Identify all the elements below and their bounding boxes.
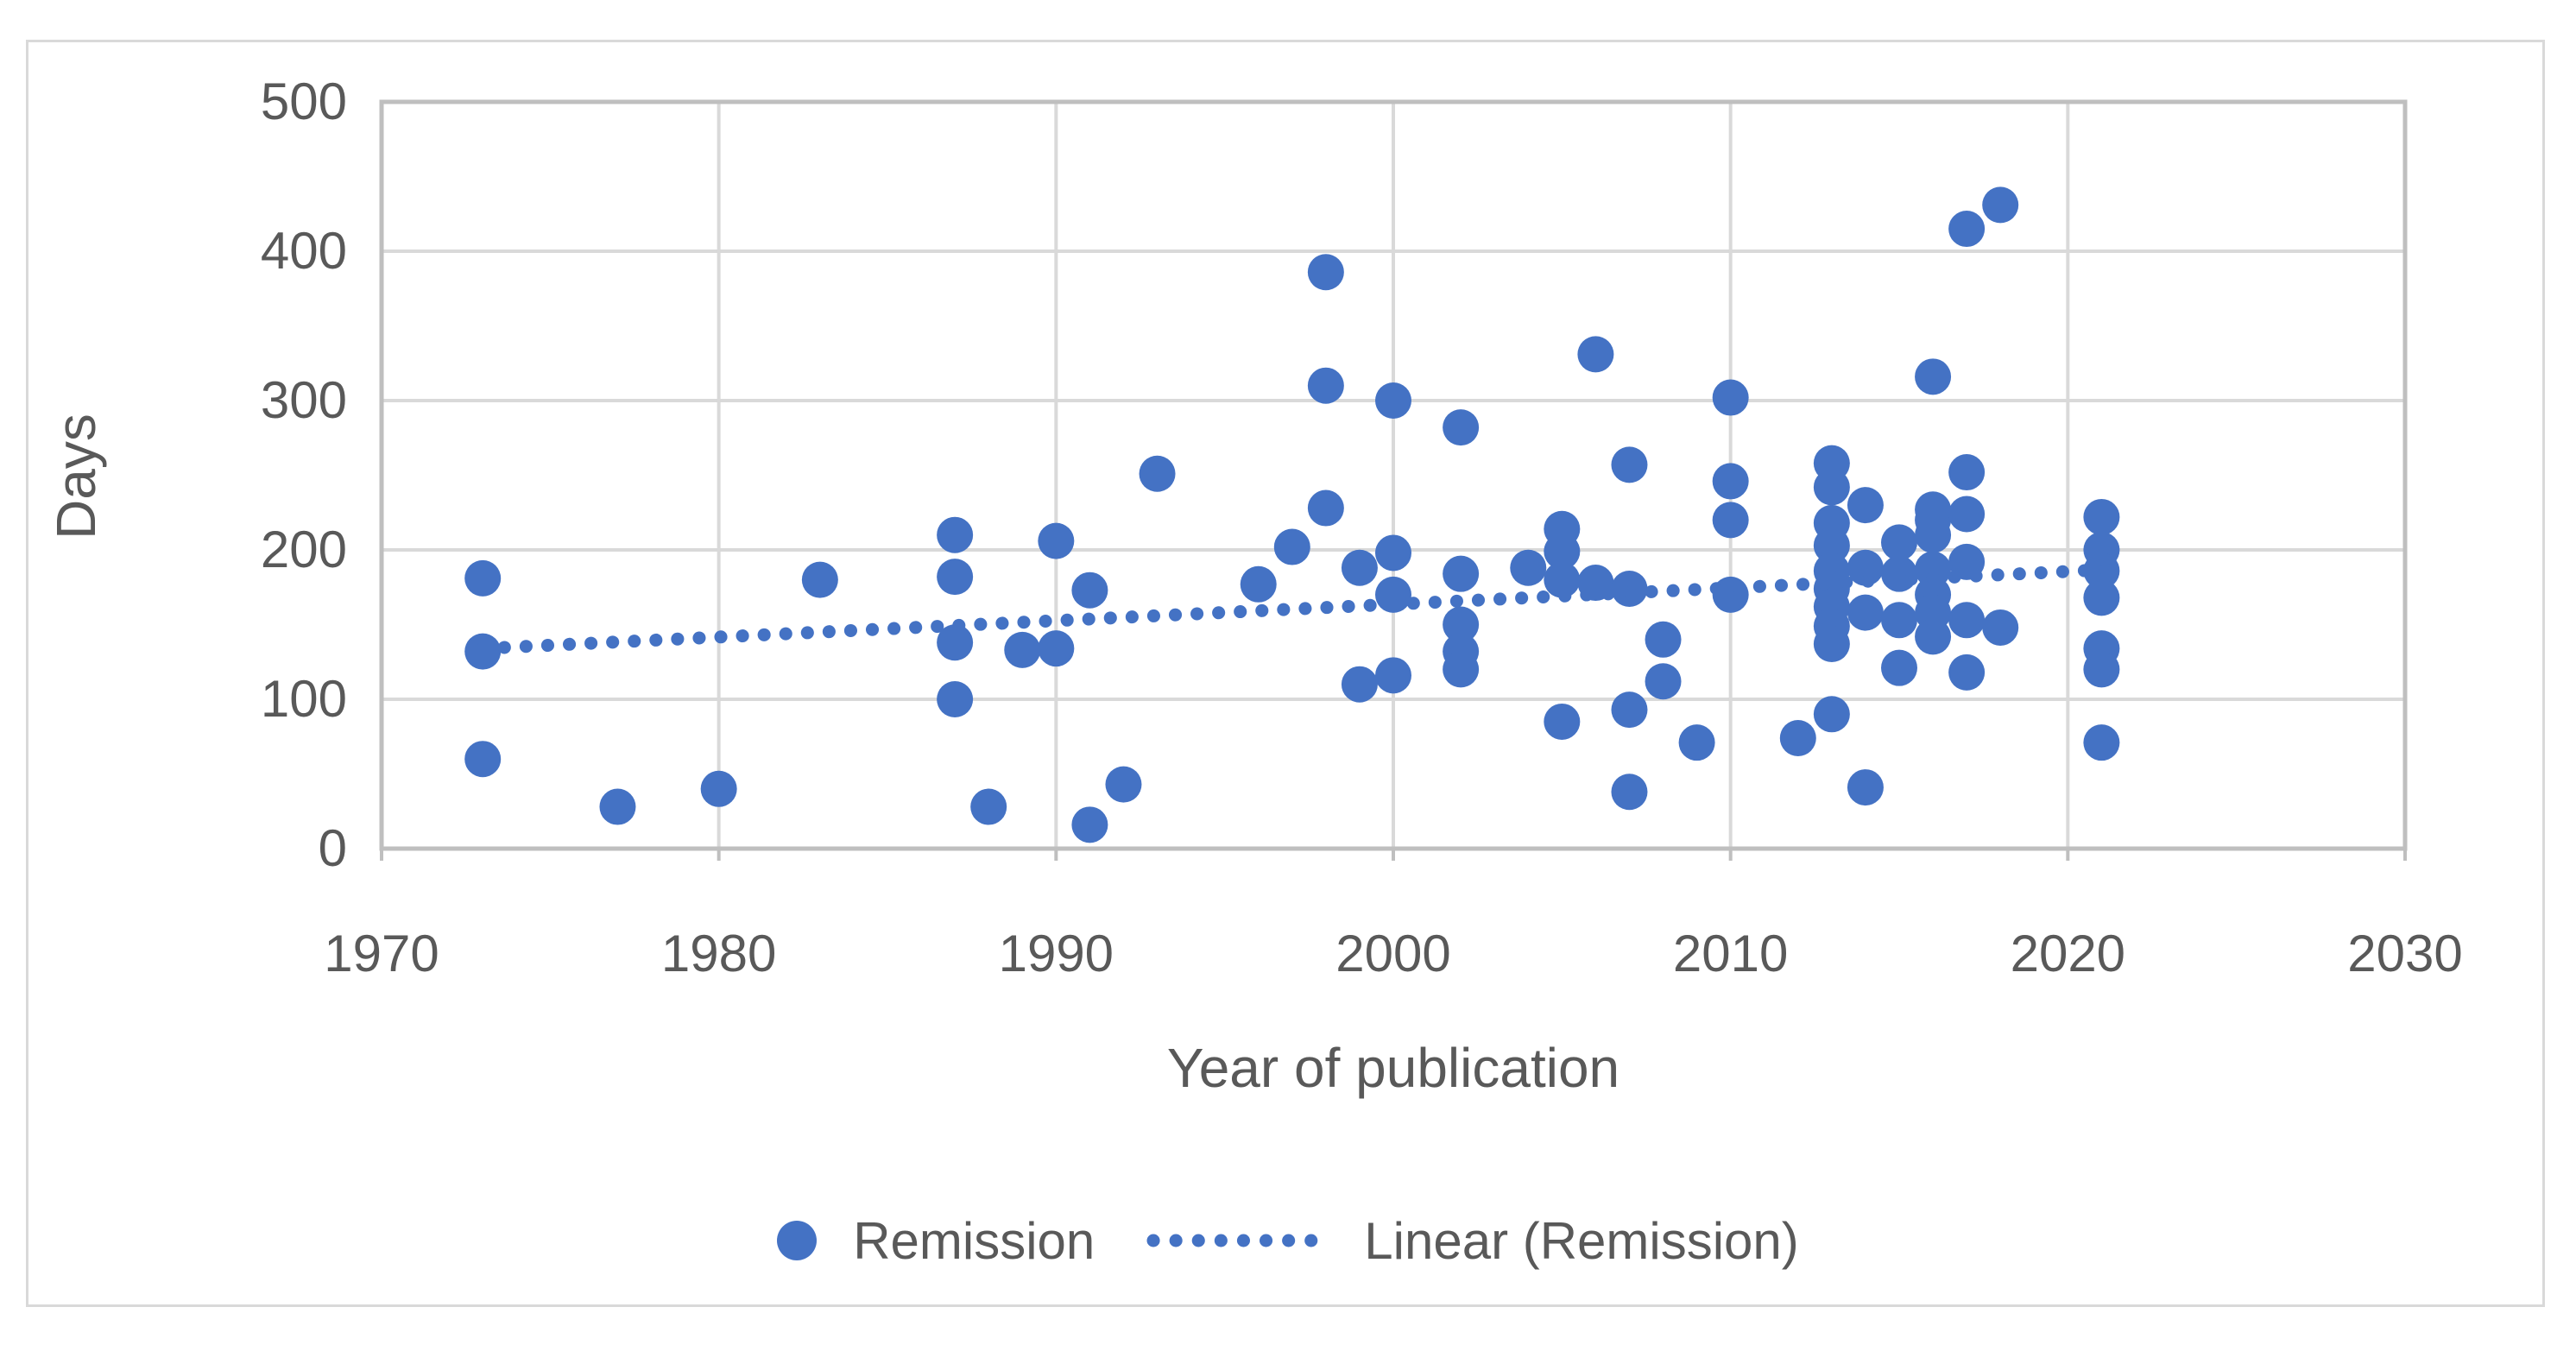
- scatter-point: [1982, 609, 2019, 646]
- scatter-point: [2083, 579, 2120, 616]
- legend-item-linear: Linear (Remission): [1146, 1211, 1799, 1271]
- x-tick-label: 1990: [998, 925, 1114, 982]
- scatter-point: [1915, 618, 1952, 655]
- x-tick-label: 2020: [2010, 925, 2126, 982]
- x-tick-label: 2000: [1335, 925, 1451, 982]
- trendline: [476, 562, 2118, 655]
- scatter-point: [1847, 769, 1884, 806]
- scatter-point: [937, 624, 974, 661]
- scatter-point: [970, 788, 1007, 825]
- scatter-point: [1948, 454, 1986, 491]
- y-tick-label: 300: [260, 371, 347, 429]
- scatter-point: [1240, 565, 1277, 603]
- scatter-point: [1948, 602, 1986, 639]
- scatter-point: [1813, 527, 1850, 564]
- scatter-point: [2083, 498, 2120, 535]
- scatter-point: [1712, 463, 1749, 500]
- scatter-point: [1510, 549, 1547, 586]
- scatter-point: [1544, 533, 1581, 570]
- scatter-marker-icon: [777, 1221, 818, 1260]
- legend-label-remission: Remission: [853, 1211, 1095, 1270]
- scatter-point: [1915, 358, 1952, 395]
- scatter-point: [1948, 654, 1986, 691]
- scatter-point: [1948, 496, 1986, 533]
- scatter-point: [1948, 211, 1986, 248]
- scatter-point: [1375, 576, 1411, 613]
- y-tick-label: 0: [318, 819, 347, 877]
- scatter-point: [1847, 487, 1884, 524]
- legend-label-linear: Linear (Remission): [1364, 1211, 1799, 1270]
- scatter-point: [1915, 516, 1952, 553]
- scatter-point: [1544, 561, 1581, 598]
- scatter-point: [1443, 555, 1480, 592]
- scatter-point: [464, 559, 502, 597]
- scatter-point: [1813, 696, 1850, 733]
- scatter-point: [1881, 524, 1917, 561]
- scatter-point: [1577, 336, 1614, 373]
- scatter-point: [1375, 534, 1411, 571]
- scatter-point: [1004, 631, 1041, 668]
- scatter-point: [700, 770, 737, 807]
- y-tick-label: 100: [260, 670, 347, 728]
- scatter-point: [1712, 379, 1749, 416]
- x-tick-label: 1980: [660, 925, 777, 982]
- scatter-point: [1779, 719, 1816, 756]
- scatter-point: [1443, 651, 1480, 688]
- dotted-line-icon: [1146, 1234, 1328, 1247]
- x-tick-label: 2030: [2347, 925, 2463, 982]
- scatter-point: [1813, 625, 1850, 662]
- scatter-point: [937, 681, 974, 717]
- scatter-point: [1544, 703, 1581, 740]
- scatter-point: [1443, 606, 1480, 643]
- scatter-point: [1105, 766, 1142, 803]
- scatter-point: [1071, 806, 1108, 843]
- scatter-point: [464, 741, 502, 778]
- legend: Remission Linear (Remission): [0, 1202, 2576, 1279]
- scatter-point: [1881, 602, 1917, 639]
- scatter-point: [1645, 621, 1682, 658]
- scatter-point: [599, 788, 636, 825]
- scatter-point: [1139, 455, 1176, 492]
- scatter-point: [2083, 724, 2120, 761]
- scatter-point: [1443, 409, 1480, 446]
- scatter-point: [1881, 649, 1917, 686]
- x-axis-title: Year of publication: [1166, 1037, 1620, 1099]
- scatter-point: [1307, 367, 1344, 404]
- x-tick-label: 2010: [1672, 925, 1789, 982]
- scatter-point: [1375, 382, 1411, 419]
- scatter-point: [1611, 446, 1648, 483]
- scatter-point: [1982, 186, 2019, 224]
- scatter-point: [1341, 549, 1378, 586]
- scatter-point: [1645, 663, 1682, 700]
- scatter-point: [1071, 571, 1108, 609]
- scatter-point: [1038, 522, 1075, 559]
- scatter-point: [1307, 254, 1344, 291]
- scatter-point: [1038, 630, 1075, 667]
- scatter-point: [1611, 774, 1648, 811]
- scatter-point: [1847, 594, 1884, 631]
- scatter-point: [1307, 489, 1344, 527]
- x-tick-label: 1970: [324, 925, 439, 982]
- scatter-point: [1847, 549, 1884, 586]
- y-tick-label: 500: [260, 73, 347, 130]
- scatter-point: [1273, 528, 1310, 565]
- y-axis-title: Days: [45, 414, 107, 540]
- scatter-point: [1712, 502, 1749, 539]
- scatter-point: [1341, 666, 1378, 703]
- axis-line: [379, 99, 2408, 851]
- legend-item-remission: Remission: [777, 1211, 1095, 1271]
- scatter-point: [937, 559, 974, 596]
- scatter-point: [1678, 724, 1715, 761]
- y-tick-label: 200: [260, 521, 347, 578]
- y-tick-label: 400: [260, 222, 347, 280]
- scatter-point: [937, 516, 974, 553]
- scatter-point: [2083, 651, 2120, 688]
- scatter-point: [1813, 469, 1850, 506]
- scatter-point: [1915, 551, 1952, 588]
- scatter-point: [801, 561, 838, 598]
- scatter-point: [1375, 657, 1411, 694]
- scatter-point: [1611, 691, 1648, 729]
